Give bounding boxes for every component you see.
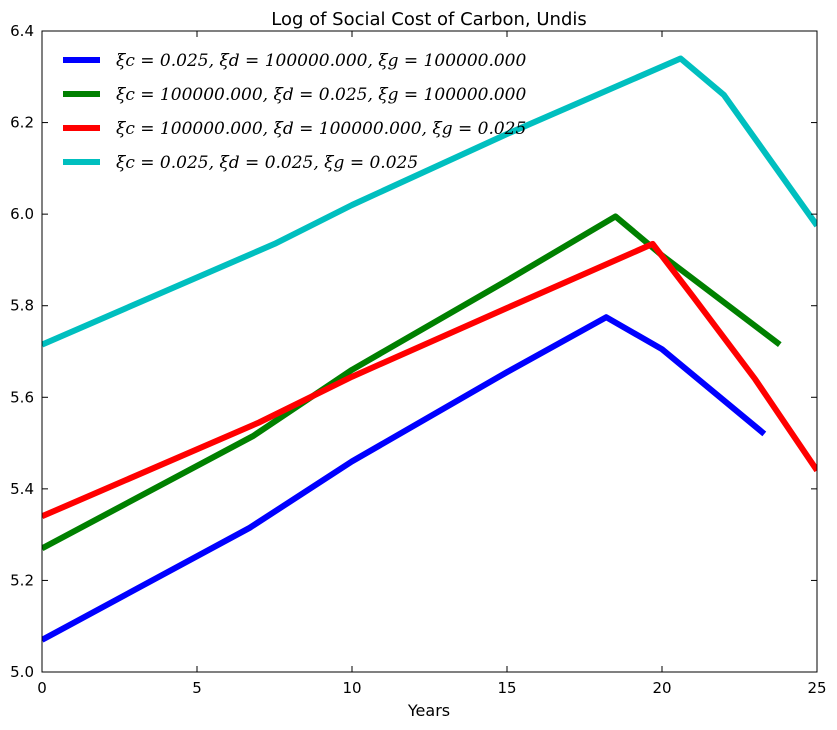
plot-frame [41,30,818,673]
y-tick-label: 6.0 [10,205,34,223]
x-tick-label: 25 [807,679,826,697]
legend-label-2: ξc = 100000.000, ξd = 0.025, ξg = 100000… [116,85,526,105]
x-tick-label: 20 [652,679,671,697]
legend: ξc = 0.025, ξd = 100000.000, ξg = 100000… [63,51,526,173]
series-layer [42,55,817,643]
y-tick-label: 5.4 [10,480,34,498]
legend-label-4: ξc = 0.025, ξd = 0.025, ξg = 0.025 [116,153,418,173]
x-tick-label: 10 [342,679,361,697]
x-tick-label: 0 [37,679,47,697]
x-tick-label: 5 [192,679,202,697]
x-tick-label: 15 [497,679,516,697]
legend-label-3: ξc = 100000.000, ξd = 100000.000, ξg = 0… [116,119,526,139]
y-tick-label: 5.8 [10,297,34,315]
ticks-layer: 0 5 10 15 20 25 5.0 5.2 5.4 5.6 5.8 6.0 6.2 6.4 [10,22,826,697]
series-line-4 [42,55,817,348]
y-tick-label: 5.2 [10,571,34,589]
series-line-1 [42,314,767,643]
y-tick-label: 6.2 [10,114,34,132]
x-axis-label: Years [407,701,450,720]
legend-label-1: ξc = 0.025, ξd = 100000.000, ξg = 100000… [116,51,526,71]
y-tick-label: 5.0 [10,663,34,681]
series-line-3 [42,240,817,520]
y-tick-label: 6.4 [10,22,34,40]
chart-title: Log of Social Cost of Carbon, Undis [271,9,587,30]
y-tick-label: 5.6 [10,388,34,406]
